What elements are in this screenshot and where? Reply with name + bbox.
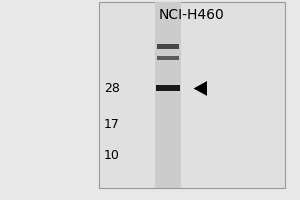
Bar bbox=[155, 2, 181, 188]
Bar bbox=[157, 44, 179, 49]
Bar bbox=[156, 85, 180, 91]
Polygon shape bbox=[194, 81, 207, 96]
Bar bbox=[157, 56, 179, 60]
Bar bbox=[99, 2, 285, 188]
Text: NCI-H460: NCI-H460 bbox=[159, 8, 225, 22]
Text: 28: 28 bbox=[104, 82, 120, 95]
Text: 17: 17 bbox=[104, 118, 120, 131]
Text: 10: 10 bbox=[104, 149, 120, 162]
